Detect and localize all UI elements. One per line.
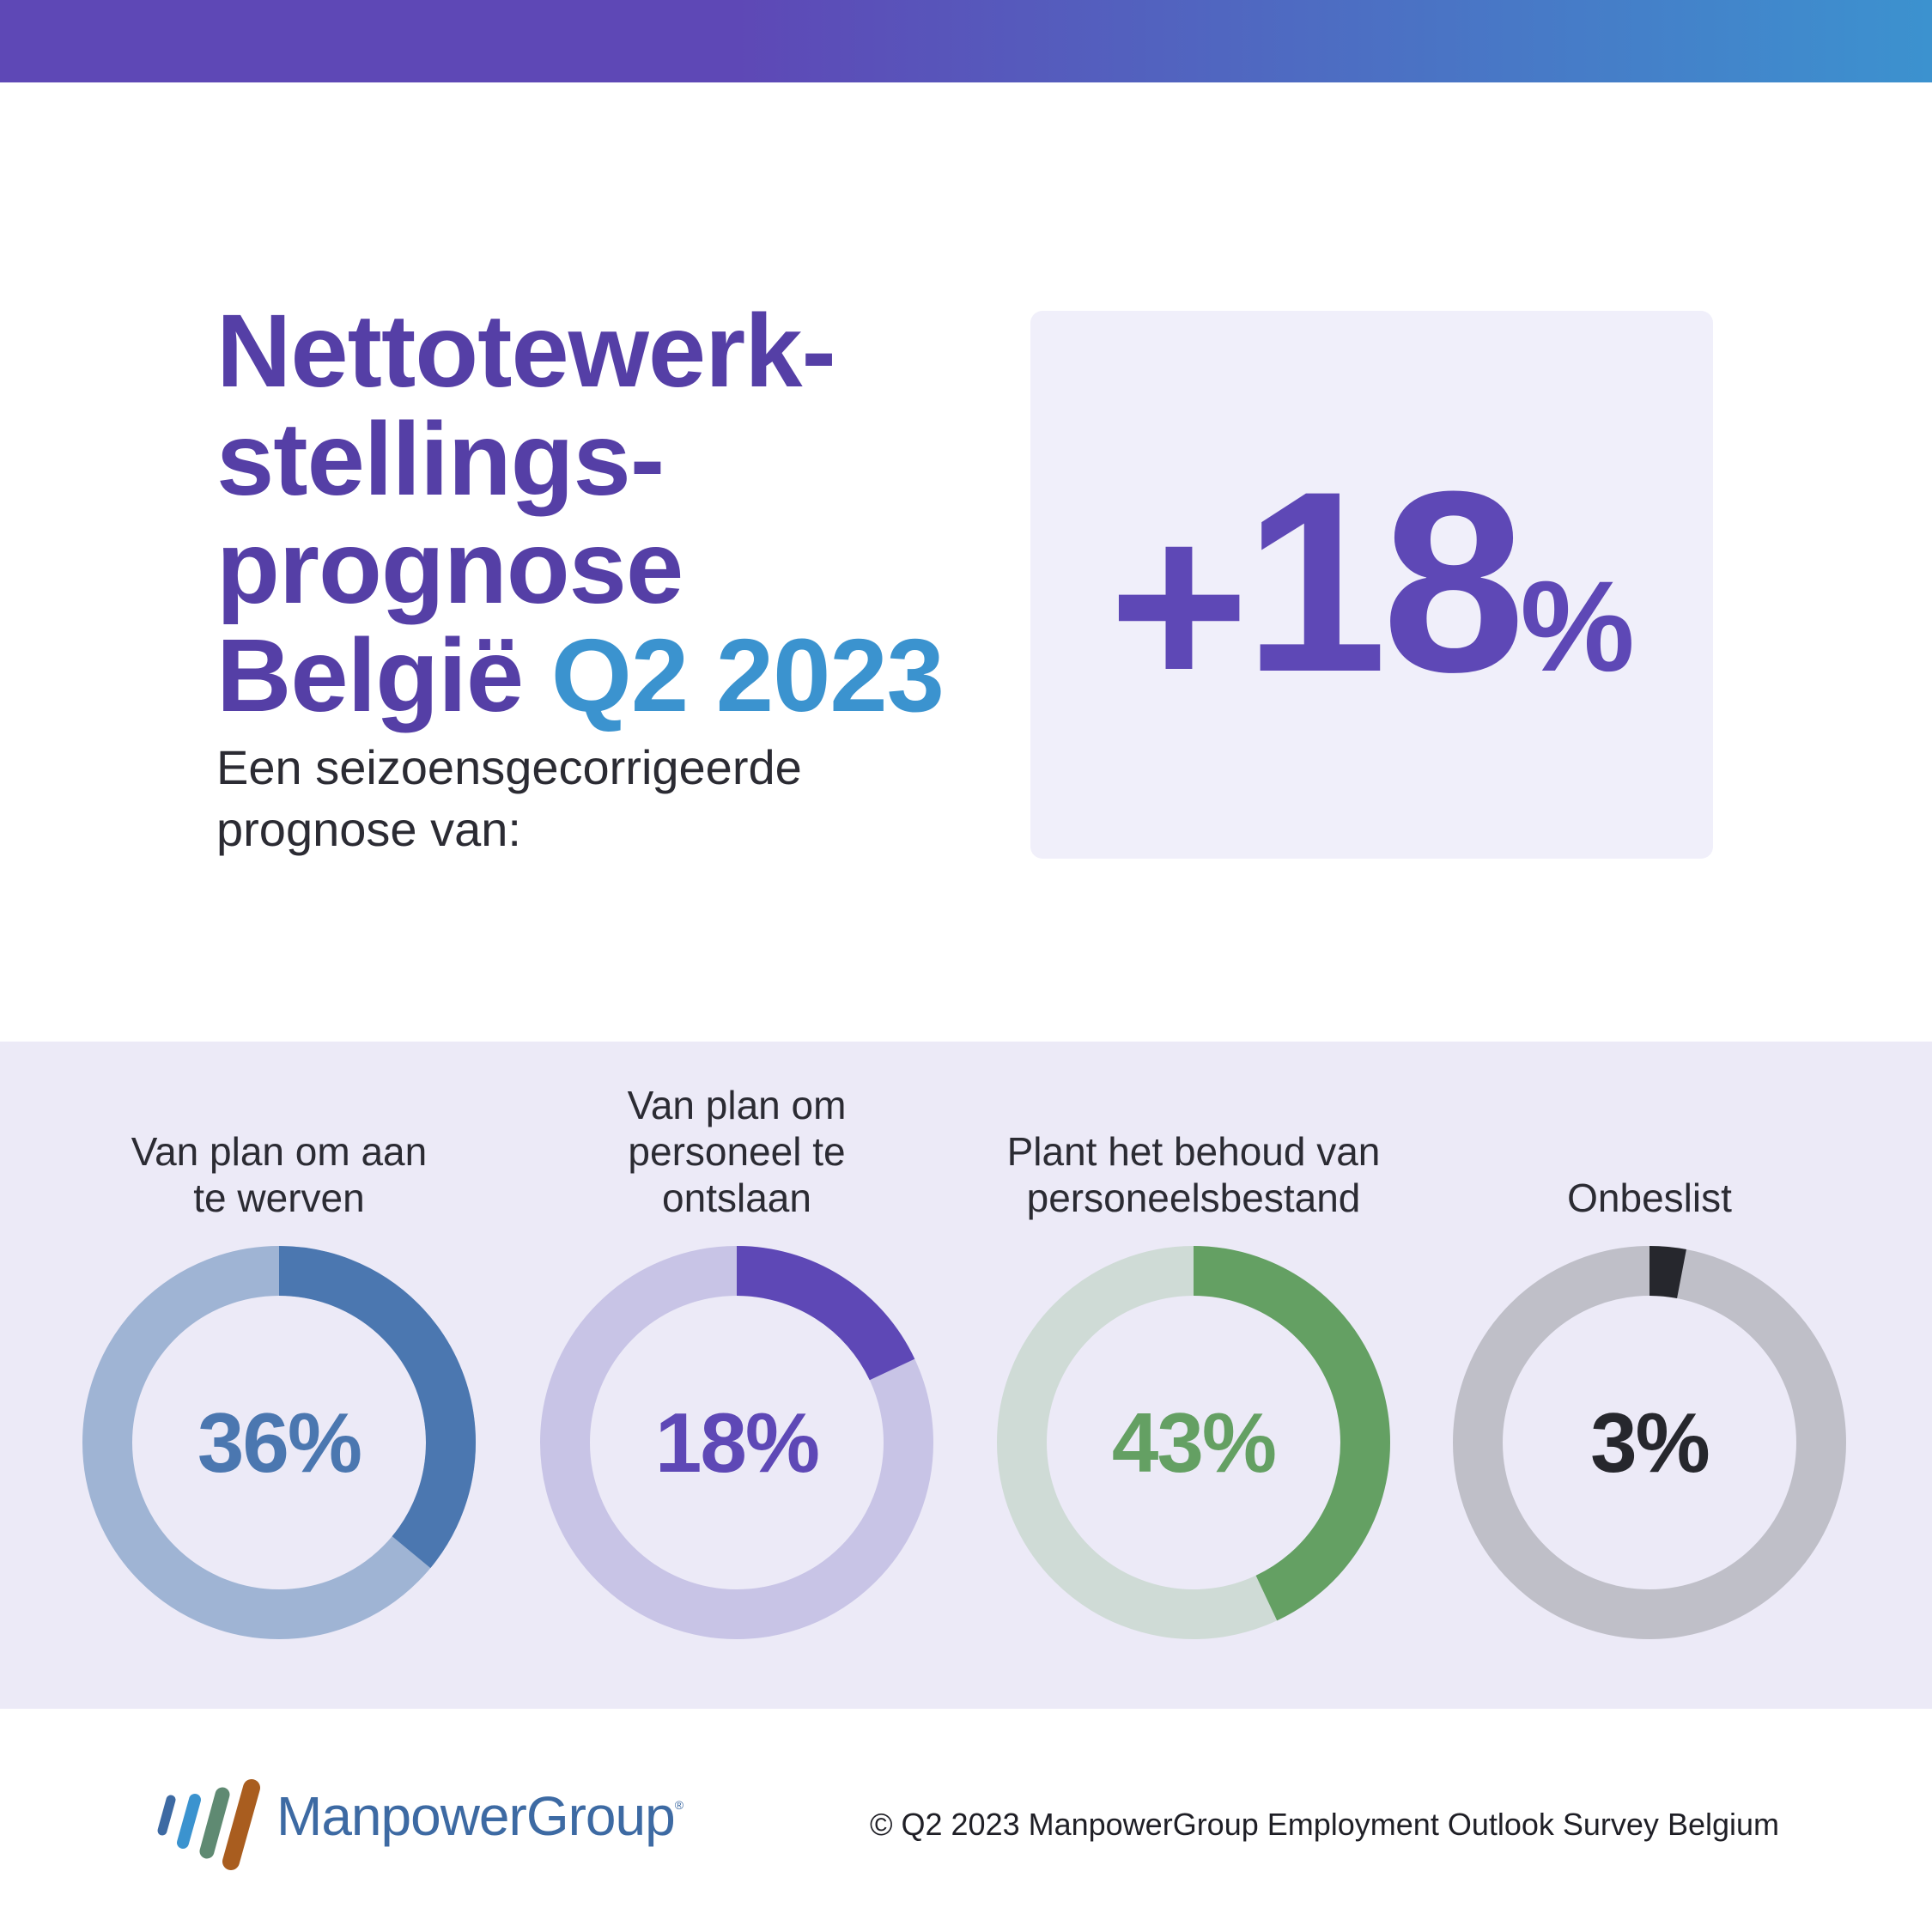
donut-2: 18% <box>540 1246 933 1639</box>
headline-line-4: België Q2 2023 <box>216 621 989 729</box>
donut-category-label: Onbeslist <box>1426 1175 1873 1221</box>
forecast-box: +18% <box>1030 311 1713 859</box>
copyright-notice: © Q2 2023 ManpowerGroup Employment Outlo… <box>869 1807 1779 1842</box>
headline-line-3: prognose <box>216 508 683 625</box>
donut-slice <box>540 1246 933 1639</box>
subtitle: Een seizoensgecorrigeerde prognose van: <box>216 737 920 860</box>
donut-value-label: 3% <box>1590 1395 1709 1490</box>
donut-4: 3% <box>1453 1246 1846 1639</box>
headline-period: Q2 2023 <box>550 617 945 733</box>
donut-slice <box>82 1246 476 1639</box>
donut-category-label-line: personeel te <box>628 1129 846 1174</box>
donut-value-label: 18% <box>655 1395 818 1490</box>
manpowergroup-logo-icon <box>157 1779 260 1870</box>
headline: Nettotewerk- stellings- prognose België … <box>216 296 989 729</box>
headline-country: België <box>216 617 524 733</box>
donut-category-label-line: Van plan om <box>627 1083 847 1127</box>
brand-text: ManpowerGroup <box>276 1785 676 1847</box>
brand-name: ManpowerGroup® <box>276 1784 683 1848</box>
donut-slice <box>1453 1246 1846 1639</box>
subtitle-line-2: prognose van: <box>216 802 521 856</box>
forecast-digits: 18 <box>1243 437 1526 726</box>
forecast-value: +18% <box>1030 453 1713 739</box>
subtitle-line-1: Een seizoensgecorrigeerde <box>216 740 802 794</box>
donut-category-label-line: te werven <box>193 1176 365 1220</box>
donut-category-label-line: Van plan om aan <box>131 1129 428 1174</box>
top-gradient-bar <box>0 0 1932 82</box>
donut-slice <box>997 1246 1390 1639</box>
donut-category-label: Plant het behoud van personeelsbestand <box>970 1128 1417 1221</box>
donut-category-label: Van plan om aan te werven <box>56 1128 502 1221</box>
donut-category-label-line: ontslaan <box>662 1176 811 1220</box>
forecast-sign: + <box>1109 471 1249 739</box>
donut-category-label-line: Plant het behoud van <box>1006 1129 1381 1174</box>
donut-category-label: Van plan om personeel te ontslaan <box>513 1082 960 1221</box>
headline-line-2: stellings- <box>216 400 665 517</box>
donut-3: 43% <box>997 1246 1390 1639</box>
donut-category-label-line: personeelsbestand <box>1026 1176 1361 1220</box>
forecast-unit: % <box>1520 554 1635 698</box>
donut-1: 36% <box>82 1246 476 1639</box>
registered-mark: ® <box>674 1797 683 1812</box>
donut-value-label: 36% <box>197 1395 361 1490</box>
donut-value-label: 43% <box>1112 1395 1275 1490</box>
donut-category-label-line: Onbeslist <box>1567 1176 1732 1220</box>
headline-line-1: Nettotewerk- <box>216 292 836 409</box>
